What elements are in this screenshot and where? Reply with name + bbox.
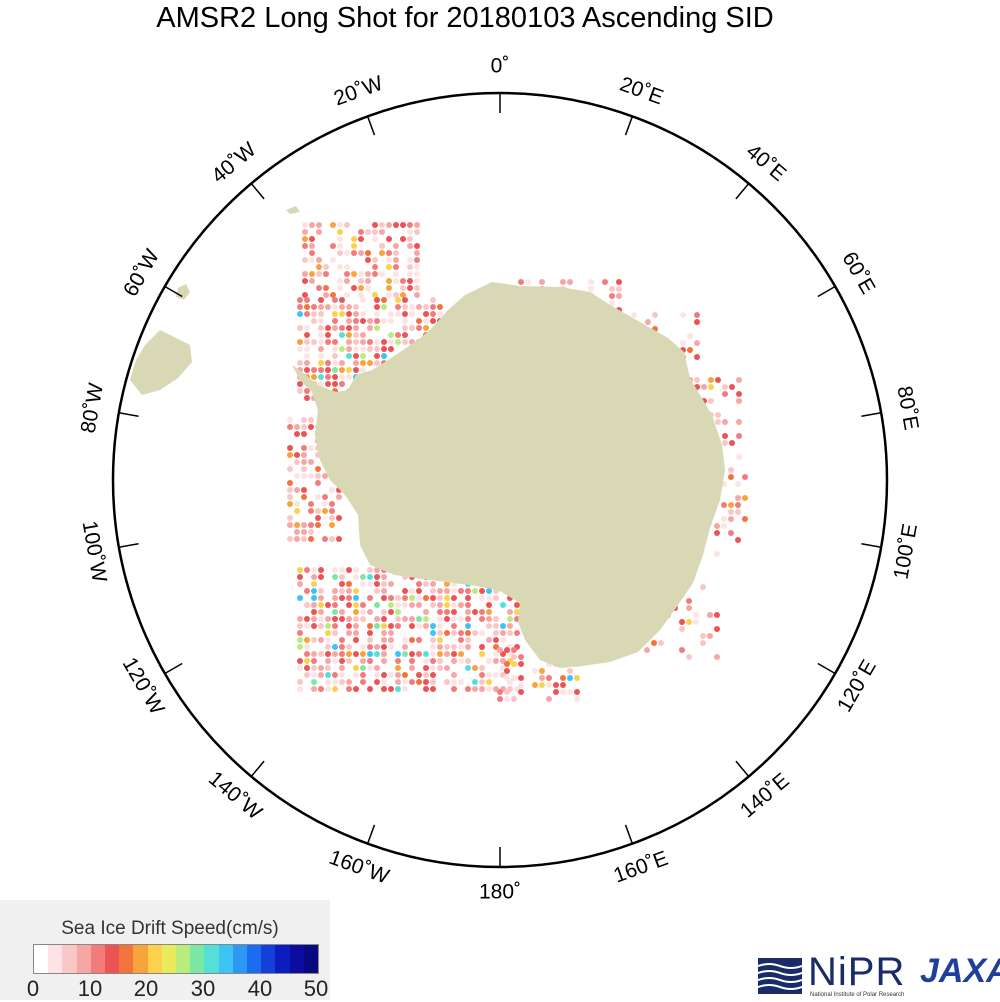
legend-tick: 0 xyxy=(26,976,40,1001)
graticule-tick xyxy=(624,824,634,844)
legend-swatch xyxy=(176,945,191,973)
legend-tick: 40 xyxy=(247,976,273,1001)
legend-colorbar xyxy=(33,944,319,974)
longitude-label: 60˚W xyxy=(119,245,164,300)
legend-swatch xyxy=(133,945,148,973)
graticule-tick xyxy=(366,116,376,136)
graticule-tick xyxy=(817,662,836,675)
longitude-label: 20˚E xyxy=(617,73,667,110)
nipr-logo-text: NiPR xyxy=(808,950,906,994)
legend-swatch xyxy=(161,945,177,973)
south-america-tip xyxy=(130,330,192,395)
jaxa-logo-text: JAXA xyxy=(920,952,1000,990)
legend-tick: 30 xyxy=(190,976,216,1001)
legend-swatch xyxy=(303,945,319,973)
legend-title: Sea Ice Drift Speed(cm/s) xyxy=(61,918,279,939)
legend-swatch xyxy=(62,945,77,973)
nipr-logo-subtitle: National Institute of Polar Research xyxy=(810,992,905,998)
longitude-label: 140˚E xyxy=(736,769,794,823)
longitude-label: 120˚W xyxy=(118,653,169,718)
legend-swatch xyxy=(147,945,162,973)
longitude-label: 40˚E xyxy=(742,140,791,186)
legend-swatch xyxy=(275,945,290,973)
graticule-tick xyxy=(118,412,139,418)
map-boundary-circle xyxy=(111,91,889,869)
legend-tick: 50 xyxy=(303,976,329,1001)
graticule-tick xyxy=(164,285,183,298)
falkland-islands xyxy=(176,284,190,300)
legend-swatch xyxy=(105,945,120,973)
legend-swatch xyxy=(289,945,304,973)
south-georgia xyxy=(286,206,300,214)
graticule-tick xyxy=(817,285,836,298)
legend-swatch xyxy=(76,945,91,973)
longitude-label: 80˚W xyxy=(77,381,108,435)
graticule-tick xyxy=(250,183,265,200)
longitude-label: 40˚W xyxy=(207,138,260,188)
legend-swatch xyxy=(119,945,134,973)
legend-swatch xyxy=(232,945,248,973)
graticule-tick xyxy=(624,116,634,136)
color-legend: Sea Ice Drift Speed(cm/s) 0 10 20 30 40 … xyxy=(0,900,330,1001)
legend-swatch xyxy=(48,945,63,973)
graticule-tick xyxy=(861,412,882,418)
legend-tick: 20 xyxy=(133,976,159,1001)
longitude-label: 0˚ xyxy=(491,55,510,78)
antarctica-land xyxy=(292,282,725,668)
graticule-tick xyxy=(250,760,265,777)
longitude-label: 100˚E xyxy=(890,522,922,581)
graticule-tick xyxy=(118,542,139,548)
map-title: AMSR2 Long Shot for 20180103 Ascending S… xyxy=(156,2,774,34)
nipr-emblem-icon xyxy=(758,958,802,994)
graticule-tick xyxy=(164,662,183,675)
longitude-label: 100˚W xyxy=(78,519,111,584)
legend-swatch xyxy=(261,945,276,973)
longitude-label: 160˚E xyxy=(611,847,672,888)
legend-swatch xyxy=(90,945,106,973)
land-layer xyxy=(130,206,725,668)
longitude-label: 80˚E xyxy=(892,384,922,432)
longitude-label: 180˚ xyxy=(479,881,521,904)
nipr-logo: NiPR National Institute of Polar Researc… xyxy=(758,950,908,1000)
graticule-tick xyxy=(366,824,376,844)
legend-swatch xyxy=(218,945,233,973)
graticule-tick xyxy=(735,760,750,777)
graticule xyxy=(118,93,882,867)
longitude-label: 60˚E xyxy=(837,248,879,298)
longitude-label: 140˚W xyxy=(204,767,266,824)
jaxa-logo: JAXA xyxy=(912,950,1000,1000)
legend-swatch xyxy=(204,945,219,973)
legend-tick: 10 xyxy=(77,976,103,1001)
graticule-tick xyxy=(735,183,750,200)
longitude-label: 20˚W xyxy=(331,72,386,111)
legend-swatch xyxy=(247,945,262,973)
longitude-label: 160˚W xyxy=(326,846,392,889)
legend-swatch xyxy=(190,945,205,973)
graticule-tick xyxy=(861,542,882,548)
legend-swatch xyxy=(34,945,49,973)
